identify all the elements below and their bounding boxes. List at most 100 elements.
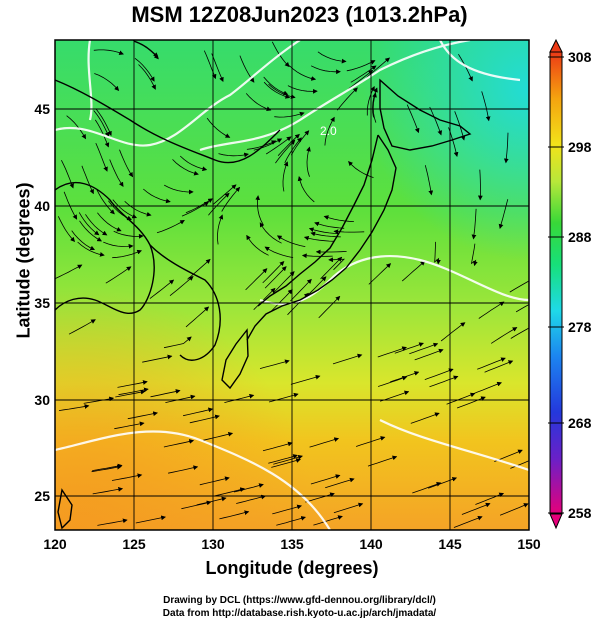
streamline [91,464,122,473]
chart-title: MSM 12Z08Jun2023 (1013.2hPa) [131,2,468,27]
streamline [211,53,224,83]
streamline [156,219,185,234]
streamline [440,322,466,342]
streamline [94,119,110,148]
streamline [336,87,358,111]
streamline [179,155,208,172]
streamline [315,249,347,255]
colorbar-tick-label: 258 [568,505,592,521]
plot-frame [54,39,530,531]
streamline [414,348,444,361]
streamline [498,199,509,229]
streamline [325,477,355,489]
streamline [246,234,269,256]
streamline [273,454,303,465]
streamline [434,241,441,265]
streamline [259,359,290,369]
streamline [97,212,122,232]
streamline [453,515,483,528]
streamline [112,199,138,219]
x-tick-label: 130 [201,536,225,552]
streamline [114,421,145,430]
streamline [350,65,377,83]
streamline [132,40,159,58]
x-tick-label: 150 [517,536,541,552]
streamline [68,319,96,335]
streamline [224,393,255,403]
streamline [142,354,173,363]
x-tick-label: 145 [438,536,462,552]
streamline [71,230,96,251]
grid-lines [55,40,529,530]
streamline [265,136,292,155]
streamline [308,227,340,235]
streamline [318,295,341,319]
streamline [394,342,424,354]
streamline [262,261,285,284]
credit-data: Data from http://database.rish.kyoto-u.a… [162,608,437,619]
x-tick-label: 125 [122,536,146,552]
streamline [446,392,476,405]
streamline [290,278,312,302]
streamline [206,117,231,138]
streamline [475,492,505,505]
colorbar-tick-label: 308 [568,49,592,65]
streamline [268,392,299,403]
streamline [55,264,83,280]
streamline [401,260,426,282]
x-tick-label: 135 [280,536,304,552]
streamline [461,502,491,515]
streamline [165,394,196,403]
streamline [134,57,155,82]
streamline [297,176,315,203]
streamline [58,404,90,411]
streamline [333,502,364,514]
streamline [412,482,442,494]
streamline [348,70,374,90]
credit-drawing: Drawing by DCL (https://www.gfd-dennou.o… [163,595,436,606]
y-tick-label: 25 [34,488,50,504]
streamline [377,346,407,358]
streamline [66,115,87,140]
streamline [93,110,110,138]
streamline [264,266,287,289]
streamline [263,76,289,96]
x-tick-labels: 120 125 130 135 140 145 150 [43,536,541,552]
streamline [236,494,267,504]
streamline [282,161,289,192]
y-tick-label: 35 [34,295,50,311]
streamline [290,374,321,385]
y-tick-labels: 25 30 35 40 45 [34,101,50,504]
streamline [169,275,194,297]
streamline [181,201,210,217]
streamline [310,474,341,485]
streamline [109,159,124,187]
streamline [272,271,295,294]
streamline [509,280,529,293]
streamline [313,515,343,526]
streamline [96,189,115,215]
streamline [138,64,156,90]
streamline [103,241,134,249]
streamline [481,91,491,122]
streamline [263,81,291,99]
streamline [276,516,306,526]
streamline [490,327,518,344]
streamline [245,93,272,111]
streamline [117,380,148,388]
streamline [218,152,249,158]
streamline [115,389,146,398]
streamline [429,106,442,136]
streamline [310,231,341,238]
streamline [215,487,245,497]
streamline [203,50,217,80]
y-tick-label: 30 [34,392,50,408]
streamline [324,116,335,146]
streamline [275,139,296,164]
streamline [328,257,346,271]
streamline [470,243,478,267]
streamline [134,41,159,60]
streamline [309,437,340,448]
streamline [118,387,149,396]
